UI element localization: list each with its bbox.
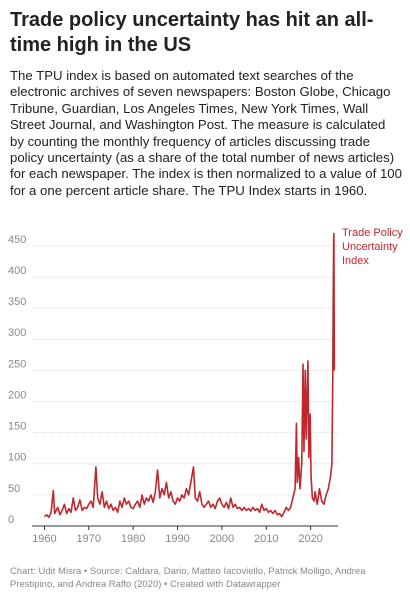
x-tick-label: 1960 xyxy=(32,533,56,545)
y-tick-label: 350 xyxy=(8,296,26,308)
chart-title: Trade policy uncertainty has hit an all-… xyxy=(10,9,374,56)
y-tick-label: 450 xyxy=(8,234,26,246)
y-tick-label: 250 xyxy=(8,358,26,370)
x-tick-label: 1970 xyxy=(77,533,101,545)
y-tick-label: 200 xyxy=(8,389,26,401)
footer: Chart: Udit Misra • Source: Caldara, Dar… xyxy=(10,566,366,590)
x-tick-label: 1990 xyxy=(165,533,189,545)
y-tick-label: 0 xyxy=(8,514,14,526)
y-tick-label: 150 xyxy=(8,421,26,433)
x-tick-label: 2010 xyxy=(254,533,278,545)
x-tick-label: 1980 xyxy=(121,533,145,545)
y-tick-label: 300 xyxy=(8,327,26,339)
y-tick-label: 400 xyxy=(8,265,26,277)
line xyxy=(43,232,336,519)
y-tick-label: 50 xyxy=(8,483,20,495)
y-tick-label: 100 xyxy=(8,452,26,464)
chart-subtitle: The TPU index is based on automated text… xyxy=(10,68,402,198)
series-label: Trade Policy Uncertainty Index xyxy=(342,227,403,267)
x-tick-label: 2000 xyxy=(210,533,234,545)
x-tick-label: 2020 xyxy=(298,533,322,545)
